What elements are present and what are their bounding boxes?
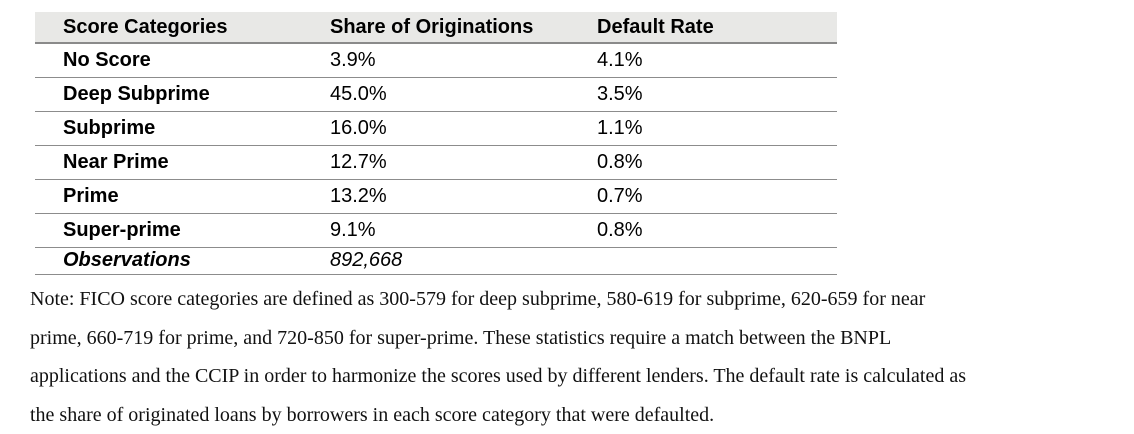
default-rate-cell: 0.7%	[597, 179, 837, 213]
table-header: Score Categories Share of Originations D…	[35, 12, 837, 43]
observations-label: Observations	[35, 247, 330, 274]
share-cell: 13.2%	[330, 179, 597, 213]
note-line: prime, 660-719 for prime, and 720-850 fo…	[30, 319, 1130, 358]
category-cell: Super-prime	[35, 213, 330, 247]
default-rate-cell: 4.1%	[597, 43, 837, 77]
table-row: Near Prime 12.7% 0.8%	[35, 145, 837, 179]
category-cell: Subprime	[35, 111, 330, 145]
share-cell: 16.0%	[330, 111, 597, 145]
category-cell: Prime	[35, 179, 330, 213]
column-header-default-rate: Default Rate	[597, 12, 837, 43]
table-row: Super-prime 9.1% 0.8%	[35, 213, 837, 247]
share-cell: 12.7%	[330, 145, 597, 179]
category-cell: No Score	[35, 43, 330, 77]
note-line: Note: FICO score categories are defined …	[30, 280, 1130, 319]
share-cell: 3.9%	[330, 43, 597, 77]
score-categories-table: Score Categories Share of Originations D…	[35, 12, 837, 275]
note-line: the share of originated loans by borrowe…	[30, 396, 1130, 434]
default-rate-cell: 3.5%	[597, 77, 837, 111]
share-cell: 9.1%	[330, 213, 597, 247]
default-rate-cell: 1.1%	[597, 111, 837, 145]
table-row: Prime 13.2% 0.7%	[35, 179, 837, 213]
table-row: No Score 3.9% 4.1%	[35, 43, 837, 77]
header-row: Score Categories Share of Originations D…	[35, 12, 837, 43]
table-row: Deep Subprime 45.0% 3.5%	[35, 77, 837, 111]
share-cell: 45.0%	[330, 77, 597, 111]
category-cell: Deep Subprime	[35, 77, 330, 111]
observations-row: Observations 892,668	[35, 247, 837, 274]
observations-value: 892,668	[330, 247, 597, 274]
table-row: Subprime 16.0% 1.1%	[35, 111, 837, 145]
default-rate-cell: 0.8%	[597, 213, 837, 247]
column-header-score-categories: Score Categories	[35, 12, 330, 43]
note-line: applications and the CCIP in order to ha…	[30, 357, 1130, 396]
category-cell: Near Prime	[35, 145, 330, 179]
table-note: Note: FICO score categories are defined …	[30, 280, 1130, 434]
default-rate-cell: 0.8%	[597, 145, 837, 179]
column-header-share-of-originations: Share of Originations	[330, 12, 597, 43]
